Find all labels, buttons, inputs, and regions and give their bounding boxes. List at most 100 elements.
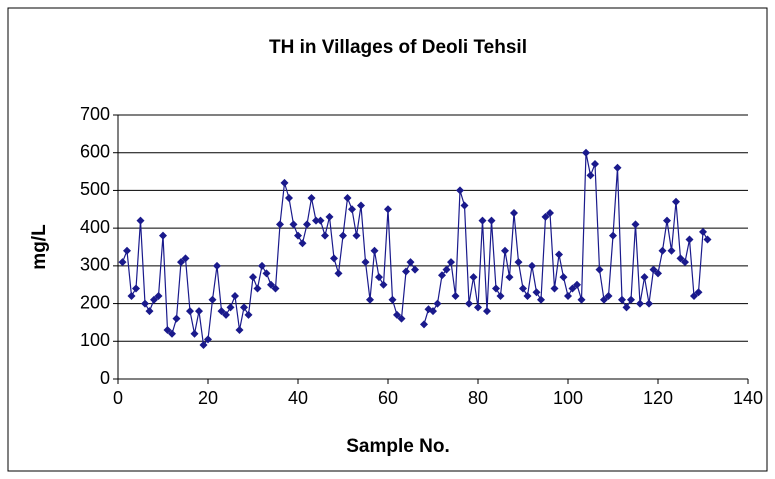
data-point: [231, 292, 239, 301]
data-point: [271, 284, 280, 293]
data-point: [177, 258, 185, 267]
data-point: [438, 271, 446, 280]
data-point: [528, 261, 536, 270]
data-point: [172, 314, 181, 323]
data-point: [204, 335, 212, 344]
data-point: [523, 292, 532, 301]
data-point: [379, 280, 388, 289]
data-point: [537, 295, 545, 304]
data-point: [609, 231, 617, 240]
data-point: [348, 205, 356, 214]
data-point: [280, 178, 289, 187]
data-point: [145, 307, 154, 316]
data-point: [510, 209, 518, 218]
data-point: [487, 216, 496, 225]
y-tick-label: 500: [80, 179, 110, 199]
data-point: [118, 258, 127, 267]
data-point: [181, 254, 190, 263]
data-point: [303, 220, 311, 229]
data-point: [312, 216, 320, 225]
data-point: [186, 307, 194, 316]
data-point: [492, 284, 500, 293]
data-point: [456, 186, 464, 195]
data-point: [208, 295, 217, 304]
data-point: [645, 299, 653, 308]
data-point: [267, 280, 275, 289]
data-point: [640, 273, 649, 282]
data-point: [694, 288, 703, 297]
data-point: [235, 325, 244, 334]
data-point: [325, 212, 334, 221]
data-point: [226, 303, 235, 312]
data-point: [663, 216, 671, 225]
data-point: [253, 284, 262, 293]
x-tick-label: 0: [113, 388, 123, 408]
data-point: [150, 295, 158, 304]
data-point: [388, 295, 397, 304]
data-point: [393, 310, 401, 319]
data-point: [577, 295, 586, 304]
data-point: [343, 193, 352, 202]
data-point: [447, 258, 455, 267]
data-point: [496, 292, 505, 301]
data-point: [334, 269, 343, 278]
data-point: [636, 299, 644, 308]
data-point: [559, 273, 568, 282]
data-point: [703, 235, 712, 244]
data-point: [366, 295, 374, 304]
data-point: [658, 246, 667, 255]
data-point: [573, 280, 581, 289]
data-point: [190, 329, 199, 338]
x-tick-label: 100: [553, 388, 583, 408]
data-point: [361, 258, 370, 267]
data-point: [258, 261, 266, 270]
data-point: [550, 284, 559, 293]
data-point: [402, 267, 410, 276]
data-point: [451, 292, 460, 301]
data-point: [460, 201, 469, 210]
data-point: [357, 201, 365, 210]
data-point: [276, 220, 284, 229]
data-point: [681, 258, 689, 267]
data-point: [690, 292, 698, 301]
x-tick-label: 80: [468, 388, 488, 408]
data-point: [442, 265, 451, 274]
data-point: [618, 295, 626, 304]
data-point: [465, 299, 473, 308]
data-point: [330, 254, 338, 263]
data-point: [141, 299, 149, 308]
data-point: [307, 193, 316, 202]
data-point: [501, 246, 509, 255]
x-tick-label: 60: [378, 388, 398, 408]
data-point: [546, 209, 554, 218]
data-point: [370, 246, 379, 255]
y-tick-label: 400: [80, 217, 110, 237]
chart-title: TH in Villages of Deoli Tehsil: [269, 37, 527, 58]
data-point: [217, 307, 226, 316]
data-point: [622, 303, 631, 312]
data-point: [199, 341, 208, 350]
data-point: [411, 265, 419, 274]
y-tick-label: 0: [100, 368, 110, 388]
y-tick-label: 100: [80, 330, 110, 350]
data-point: [123, 246, 131, 255]
data-point: [433, 299, 442, 308]
data-point: [168, 329, 176, 338]
data-point: [375, 273, 383, 282]
data-point: [595, 265, 604, 274]
data-point: [132, 284, 140, 293]
data-point: [474, 303, 482, 312]
data-point: [505, 273, 514, 282]
data-point: [604, 292, 613, 301]
data-point: [699, 227, 707, 236]
data-point: [627, 295, 635, 304]
y-tick-label: 600: [80, 141, 110, 161]
data-point: [672, 197, 680, 206]
data-point: [649, 265, 658, 274]
chart-border: [7, 7, 768, 472]
data-point: [532, 288, 541, 297]
data-point: [591, 160, 599, 169]
data-point: [478, 216, 487, 225]
series-line: [423, 152, 709, 325]
